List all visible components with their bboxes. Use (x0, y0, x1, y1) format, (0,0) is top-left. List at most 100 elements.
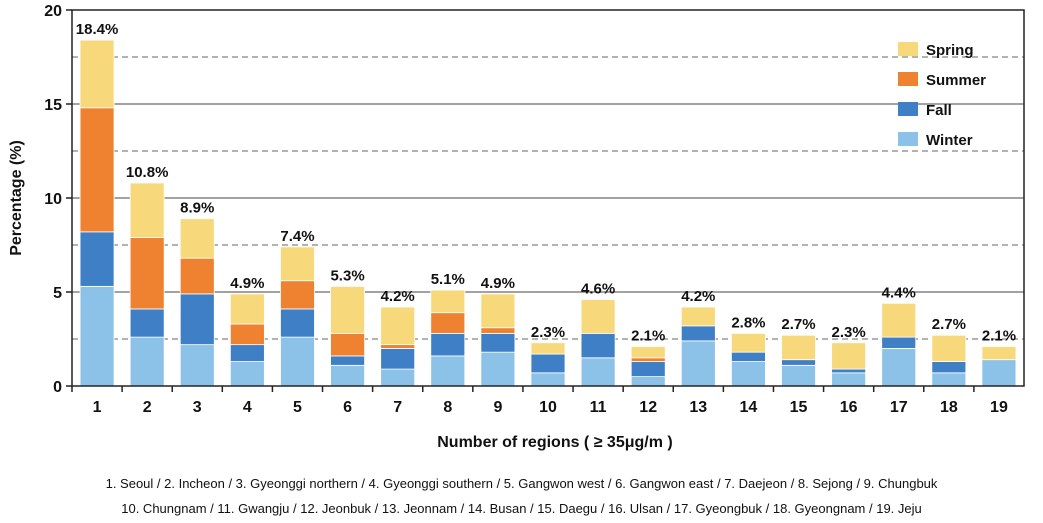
x-tick-label: 14 (740, 399, 758, 416)
bar-total-label: 5.3% (330, 267, 364, 284)
bar-segment-fall (129, 308, 165, 338)
bar-total-label: 4.9% (481, 275, 515, 292)
bar-segment-fall (229, 344, 265, 362)
bar-segment-winter (981, 359, 1017, 387)
y-axis-title: Percentage (%) (8, 140, 25, 256)
bar-segment-spring (380, 306, 416, 346)
bar-total-label: 2.7% (781, 316, 815, 333)
bar-total-label: 4.2% (381, 288, 415, 305)
bar-segment-fall (680, 325, 716, 342)
bar-segment-winter (129, 336, 165, 387)
bar-segment-fall (280, 308, 315, 338)
x-tick-label: 7 (393, 399, 402, 416)
bar-segment-spring (79, 39, 115, 109)
x-tick-label: 5 (293, 399, 302, 416)
grid-lines (72, 56, 1024, 340)
bar-segment-winter (330, 364, 365, 387)
legend-swatch-fall (898, 102, 918, 116)
x-tick-label: 3 (193, 399, 202, 416)
legend: Spring Summer Fall Winter (898, 42, 986, 149)
legend-swatch-spring (898, 42, 918, 56)
bar-segment-spring (630, 346, 666, 359)
x-tick-label: 8 (443, 399, 452, 416)
bar-segment-winter (580, 357, 616, 387)
x-tick-label: 2 (143, 399, 152, 416)
bar-segment-fall (430, 332, 466, 357)
x-tick-label: 18 (940, 399, 958, 416)
x-axis-title: Number of regions ( ≥ 35μg/m ) (437, 434, 672, 451)
bar-segment-spring (229, 293, 265, 325)
bar-segment-winter (179, 344, 215, 387)
x-tick-label: 19 (990, 399, 1008, 416)
bar-total-label: 8.9% (180, 200, 214, 217)
x-tick-label: 17 (890, 399, 908, 416)
bar-segment-winter (229, 361, 265, 387)
bar-total-label: 2.3% (531, 324, 565, 341)
bar-segment-spring (129, 182, 165, 238)
x-tick-label: 13 (689, 399, 707, 416)
bar-segment-spring (430, 289, 466, 314)
bar-segment-spring (831, 342, 867, 370)
bar-total-label: 2.3% (832, 324, 866, 341)
bar-segment-fall (580, 332, 616, 359)
x-tick-label: 1 (93, 399, 102, 416)
bar-segment-winter (530, 372, 566, 387)
x-tick-label: 10 (539, 399, 557, 416)
bar-segment-winter (280, 336, 315, 387)
bar-segment-summer (380, 344, 416, 349)
bar-segment-summer (129, 237, 165, 310)
bar-segment-fall (881, 336, 917, 349)
bar-segment-spring (330, 285, 365, 334)
bar-total-label: 7.4% (280, 228, 314, 245)
bar-segment-winter (881, 347, 917, 387)
y-tick-label: 5 (53, 285, 62, 302)
y-tick-label: 10 (44, 191, 62, 208)
x-tick-label: 16 (840, 399, 858, 416)
caption-line-2: 10. Chungnam / 11. Gwangju / 12. Jeonbuk… (121, 501, 922, 516)
bar-segment-winter (480, 351, 516, 387)
bar-segment-winter (781, 364, 816, 387)
x-tick-label: 6 (343, 399, 352, 416)
bar-segment-winter (680, 340, 716, 387)
bar-total-label: 4.6% (581, 281, 615, 298)
bar-segment-spring (280, 246, 315, 282)
bar-segment-fall (630, 361, 666, 377)
bar-segment-winter (430, 355, 466, 387)
bar-segment-fall (831, 368, 867, 374)
caption-line-1: 1. Seoul / 2. Incheon / 3. Gyeonggi nort… (105, 476, 938, 491)
bar-total-label: 10.8% (126, 164, 169, 181)
bar-segment-fall (931, 361, 967, 374)
bar-total-label: 4.2% (681, 288, 715, 305)
y-tick-label: 20 (44, 3, 62, 20)
bar-segment-spring (680, 306, 716, 327)
bar-segment-fall (179, 293, 215, 346)
x-tick-label: 11 (590, 399, 607, 416)
bar-segment-fall (380, 347, 416, 370)
bar-segment-fall (781, 359, 816, 366)
legend-label-winter: Winter (926, 132, 973, 149)
bar-segment-summer (430, 312, 466, 334)
bar-total-label: 4.4% (882, 284, 916, 301)
bar-segment-spring (480, 293, 516, 329)
bar-segment-fall (530, 353, 566, 374)
legend-label-spring: Spring (926, 42, 974, 59)
bar-segment-spring (981, 346, 1017, 361)
bar-segment-fall (731, 351, 766, 362)
bar-segment-fall (330, 355, 365, 366)
legend-label-summer: Summer (926, 72, 986, 89)
bar-segment-summer (480, 327, 516, 334)
x-tick-label: 4 (243, 399, 252, 416)
bar-total-label: 2.1% (631, 328, 665, 345)
x-tick-label: 12 (639, 399, 657, 416)
bar-segment-summer (630, 357, 666, 362)
bar-segment-summer (229, 323, 265, 346)
bar-segment-spring (781, 334, 816, 361)
bar-segment-spring (179, 218, 215, 259)
bar-segment-winter (931, 372, 967, 387)
bar-segment-summer (330, 332, 365, 357)
legend-swatch-summer (898, 72, 918, 86)
bar-total-label: 2.7% (932, 316, 966, 333)
legend-swatch-winter (898, 132, 918, 146)
